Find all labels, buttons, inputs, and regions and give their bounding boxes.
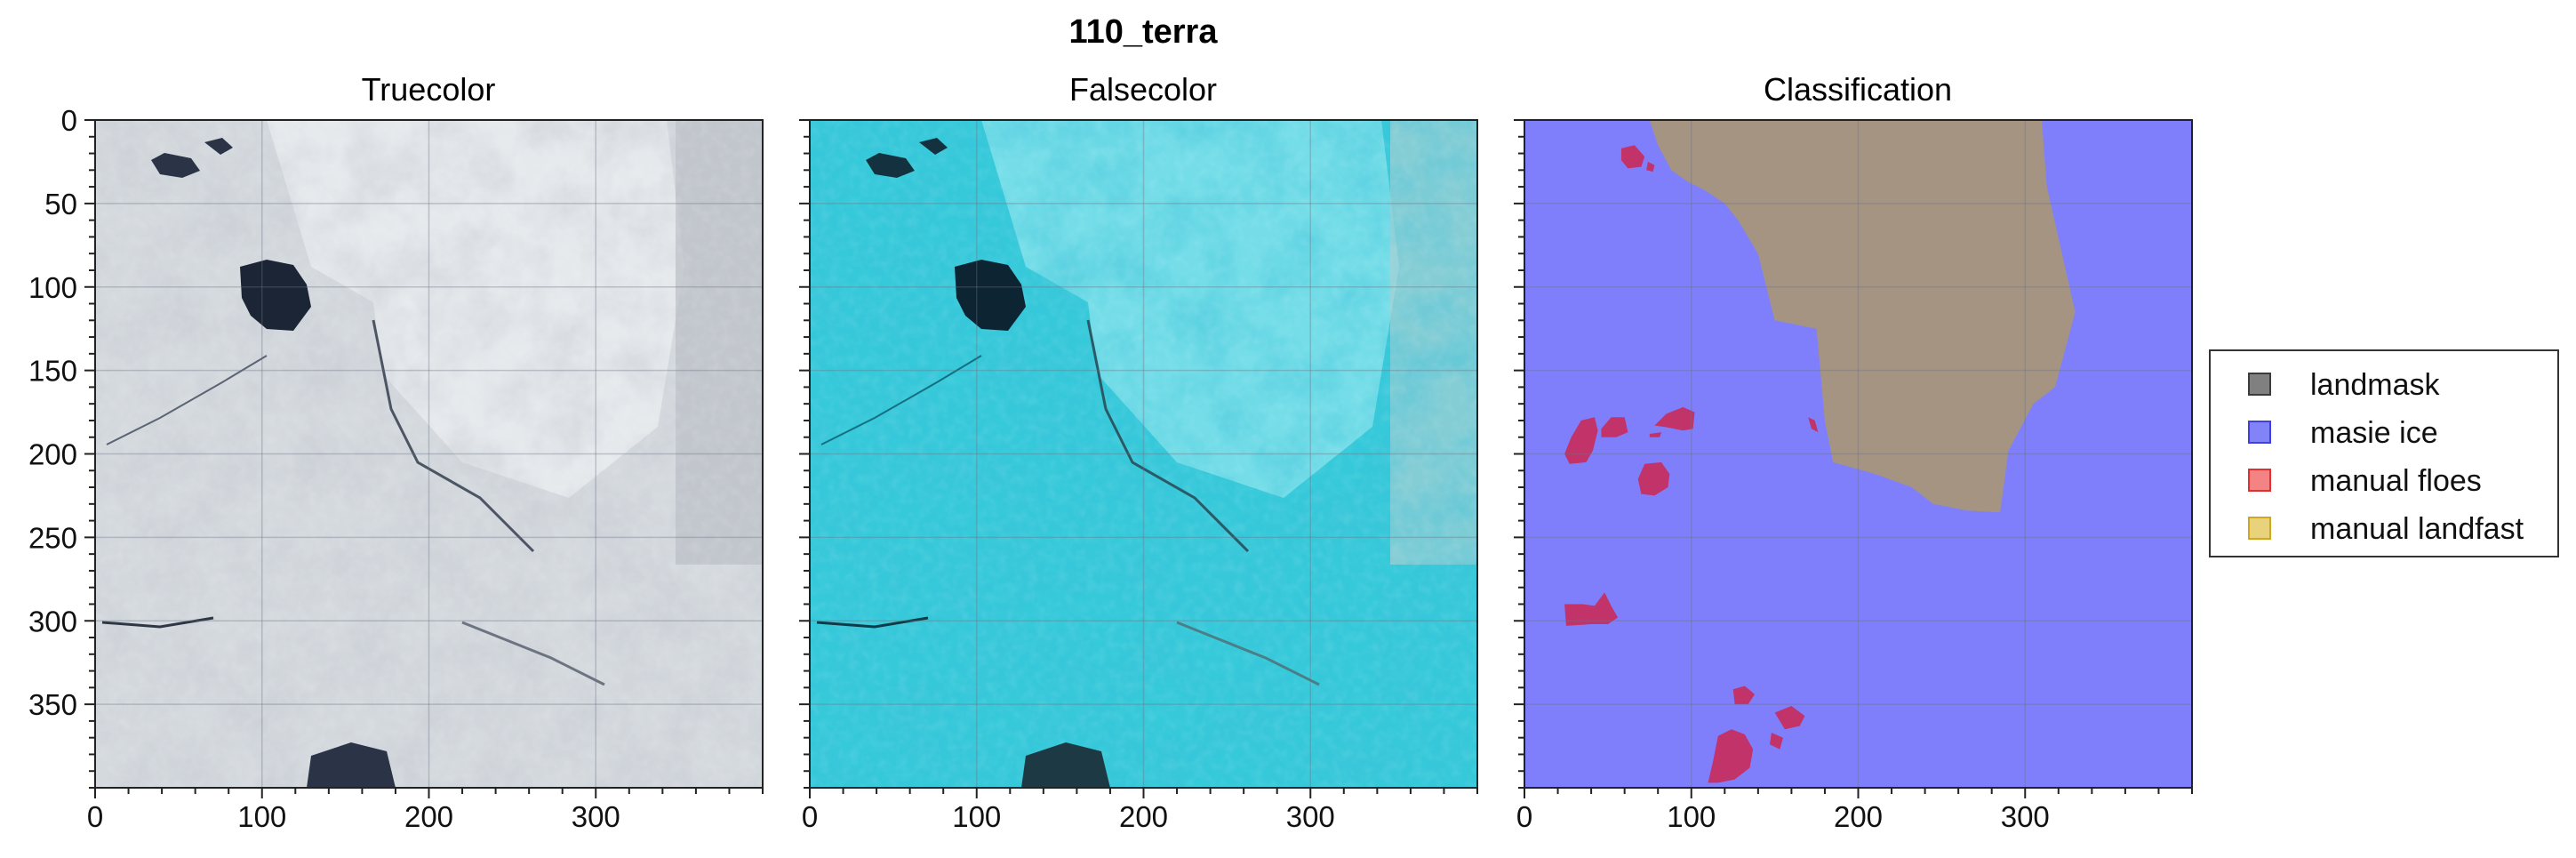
falsecolor-image [810,120,1477,788]
x-tick-label: 200 [404,800,453,833]
region-manual-floes-4 [1601,417,1628,437]
region-manual-floes-11 [1708,729,1754,783]
region-manual-floes-10 [1732,686,1756,705]
truecolor-ticks: 0 100 200 300 0 50 100 150 200 250 300 350 [28,104,764,833]
legend-label-masie-ice: masie ice [2310,416,2438,450]
x-tick-label: 100 [1667,800,1716,833]
y-tick-label: 0 [61,104,77,137]
x-tick-label: 200 [1119,800,1168,833]
region-manual-floes-9 [1564,592,1619,626]
legend: landmask masie ice manual floes manual l… [2209,349,2559,557]
region-manual-floes-5 [1654,406,1695,431]
x-tick-label: 300 [1286,800,1335,833]
legend-label-manual-floes: manual floes [2310,464,2482,498]
y-tick-label: 300 [28,605,77,637]
falsecolor-ticks: 0 100 200 300 [799,119,1478,833]
x-tick-label: 300 [2001,800,2050,833]
falsecolor-panel: Falsecolor 0 100 200 300 [799,71,1478,833]
landmask-swatch [2248,373,2271,396]
truecolor-title: Truecolor [362,71,496,108]
region-manual-floes-12 [1774,706,1805,730]
falsecolor-title: Falsecolor [1069,71,1217,108]
classification-regions [1564,120,2076,783]
y-tick-label: 50 [44,188,77,221]
x-tick-label: 0 [87,800,103,833]
legend-item-masie-ice: masie ice [2211,408,2557,456]
truecolor-panel: Truecolor 0 100 200 300 0 50 100 150 200 250 300 35… [28,71,764,833]
legend-item-landmask: landmask [2211,360,2557,408]
region-manual-floes-13 [1770,733,1783,750]
region-manual-floes-7 [1637,461,1670,496]
manual-floes-swatch [2248,469,2271,492]
legend-label-landmask: landmask [2310,368,2440,402]
region-manual-floes-8 [1808,417,1819,433]
y-tick-label: 150 [28,355,77,388]
x-tick-label: 100 [237,800,286,833]
y-tick-label: 100 [28,271,77,304]
legend-item-manual-landfast: manual landfast [2211,504,2557,552]
figure-title: 110_terra [1069,13,1219,51]
truecolor-image [95,120,763,788]
region-landmask-0 [1649,120,2076,513]
x-tick-label: 300 [572,800,620,833]
classification-title: Classification [1764,71,1952,108]
y-tick-label: 200 [28,438,77,471]
x-tick-label: 0 [802,800,818,833]
classification-panel: Classification 0 100 200 300 [1514,71,2193,833]
region-manual-floes-3 [1564,417,1598,464]
region-manual-floes-1 [1620,145,1645,169]
manual-landfast-swatch [2248,517,2271,540]
region-manual-floes-6 [1649,432,1661,437]
classification-image [1524,120,2192,788]
falsecolor-grid [810,120,1477,788]
y-tick-label: 350 [28,688,77,721]
masie-ice-swatch [2248,421,2271,444]
classification-grid [1524,120,2192,788]
legend-item-manual-floes: manual floes [2211,456,2557,504]
x-tick-label: 100 [952,800,1001,833]
y-tick-label: 250 [28,521,77,554]
region-manual-floes-2 [1646,161,1655,172]
legend-label-manual-landfast: manual landfast [2310,512,2524,546]
truecolor-grid [95,120,763,788]
classification-ticks: 0 100 200 300 [1514,119,2193,833]
x-tick-label: 0 [1516,800,1532,833]
x-tick-label: 200 [1834,800,1883,833]
